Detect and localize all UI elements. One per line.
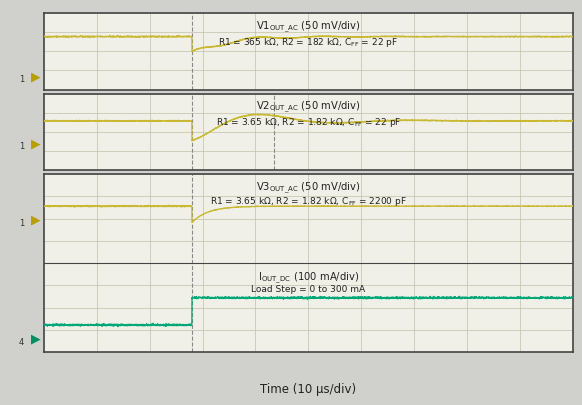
Text: ▶: ▶ bbox=[31, 137, 41, 150]
Text: R1 = 365 kΩ, R2 = 182 kΩ, C$_{\mathrm{FF}}$ = 22 pF: R1 = 365 kΩ, R2 = 182 kΩ, C$_{\mathrm{FF… bbox=[218, 36, 399, 49]
Text: V2$_{\mathrm{OUT\_AC}}$ (50 mV/div): V2$_{\mathrm{OUT\_AC}}$ (50 mV/div) bbox=[256, 100, 361, 115]
Text: ▶: ▶ bbox=[31, 70, 41, 83]
Text: V3$_{\mathrm{OUT\_AC}}$ (50 mV/div): V3$_{\mathrm{OUT\_AC}}$ (50 mV/div) bbox=[256, 180, 361, 195]
Text: 1: 1 bbox=[19, 75, 24, 83]
Text: R1 = 3.65 kΩ, R2 = 1.82 kΩ, C$_{\mathrm{FF}}$ = 2200 pF: R1 = 3.65 kΩ, R2 = 1.82 kΩ, C$_{\mathrm{… bbox=[210, 194, 407, 207]
Text: Time (10 μs/div): Time (10 μs/div) bbox=[260, 382, 357, 395]
Text: ▶: ▶ bbox=[31, 213, 41, 226]
Text: 1: 1 bbox=[19, 218, 24, 227]
Text: 1: 1 bbox=[19, 142, 24, 151]
Text: 4: 4 bbox=[19, 337, 24, 346]
Text: Load Step = 0 to 300 mA: Load Step = 0 to 300 mA bbox=[251, 285, 365, 294]
Text: I$_{\mathrm{OUT\_DC}}$ (100 mA/div): I$_{\mathrm{OUT\_DC}}$ (100 mA/div) bbox=[258, 271, 359, 286]
Text: R1 = 3.65 kΩ, R2 = 1.82 kΩ, C$_{\mathrm{FF}}$ = 22 pF: R1 = 3.65 kΩ, R2 = 1.82 kΩ, C$_{\mathrm{… bbox=[216, 116, 401, 129]
Text: ▶: ▶ bbox=[31, 332, 41, 345]
Text: V1$_{\mathrm{OUT\_AC}}$ (50 mV/div): V1$_{\mathrm{OUT\_AC}}$ (50 mV/div) bbox=[256, 19, 361, 35]
